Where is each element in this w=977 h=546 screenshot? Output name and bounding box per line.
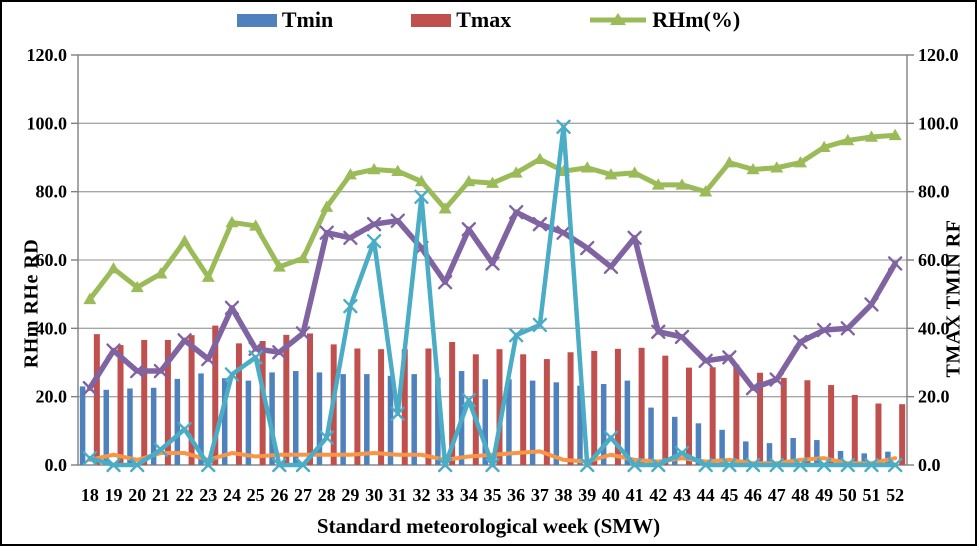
legend-label-tmin: Tmin — [281, 7, 334, 32]
svg-text:80.0: 80.0 — [36, 182, 68, 202]
svg-text:26: 26 — [270, 485, 288, 505]
svg-text:43: 43 — [673, 485, 691, 505]
svg-text:27: 27 — [294, 485, 312, 505]
right-axis-title: TMAX TMIN RF — [942, 219, 965, 378]
svg-text:120.0: 120.0 — [27, 45, 68, 65]
svg-text:0.0: 0.0 — [45, 455, 68, 475]
svg-text:100.0: 100.0 — [918, 113, 959, 133]
legend-item-tmax: Tmax — [411, 9, 511, 31]
svg-text:32: 32 — [412, 485, 430, 505]
chart-legend: Tmin Tmax RHm(%) — [2, 9, 975, 31]
svg-text:38: 38 — [555, 485, 573, 505]
svg-text:24: 24 — [223, 485, 241, 505]
svg-text:41: 41 — [626, 485, 644, 505]
svg-text:20: 20 — [128, 485, 146, 505]
svg-text:34: 34 — [460, 485, 478, 505]
tmin-bar-swatch-icon — [236, 13, 277, 27]
svg-text:60.0: 60.0 — [36, 250, 68, 270]
svg-text:45: 45 — [720, 485, 738, 505]
rhm-line-swatch-icon — [589, 12, 647, 28]
svg-text:20.0: 20.0 — [36, 387, 68, 407]
svg-text:80.0: 80.0 — [918, 182, 950, 202]
svg-text:19: 19 — [105, 485, 123, 505]
svg-text:120.0: 120.0 — [918, 45, 959, 65]
x-axis-title: Standard meteorological week (SMW) — [316, 514, 661, 538]
svg-text:49: 49 — [815, 485, 833, 505]
svg-text:50: 50 — [839, 485, 857, 505]
svg-text:36: 36 — [507, 485, 525, 505]
svg-text:40.0: 40.0 — [36, 318, 68, 338]
left-axis-title: RHm RHe RD — [20, 238, 43, 369]
svg-text:20.0: 20.0 — [918, 387, 950, 407]
svg-text:42: 42 — [649, 485, 667, 505]
svg-text:29: 29 — [341, 485, 359, 505]
svg-text:22: 22 — [176, 485, 194, 505]
svg-text:40: 40 — [602, 485, 620, 505]
legend-item-rhm: RHm(%) — [589, 9, 740, 31]
svg-text:31: 31 — [389, 485, 407, 505]
svg-text:100.0: 100.0 — [27, 113, 68, 133]
svg-text:46: 46 — [744, 485, 762, 505]
svg-text:37: 37 — [531, 485, 549, 505]
svg-text:48: 48 — [791, 485, 809, 505]
svg-text:28: 28 — [318, 485, 336, 505]
legend-label-rhm: RHm(%) — [652, 7, 741, 32]
svg-text:0.0: 0.0 — [918, 455, 941, 475]
svg-text:51: 51 — [862, 485, 880, 505]
svg-text:33: 33 — [436, 485, 454, 505]
svg-text:35: 35 — [484, 485, 502, 505]
svg-text:52: 52 — [886, 485, 904, 505]
svg-text:40.0: 40.0 — [918, 318, 950, 338]
legend-item-tmin: Tmin — [236, 7, 334, 32]
svg-text:21: 21 — [152, 485, 170, 505]
svg-text:60.0: 60.0 — [918, 250, 950, 270]
svg-text:39: 39 — [578, 485, 596, 505]
svg-text:30: 30 — [365, 485, 383, 505]
svg-text:44: 44 — [697, 485, 715, 505]
svg-text:25: 25 — [247, 485, 265, 505]
svg-text:23: 23 — [199, 485, 217, 505]
tmax-bar-swatch-icon — [411, 13, 452, 27]
svg-text:18: 18 — [81, 485, 99, 505]
legend-label-tmax: Tmax — [456, 7, 512, 32]
svg-text:47: 47 — [768, 485, 786, 505]
